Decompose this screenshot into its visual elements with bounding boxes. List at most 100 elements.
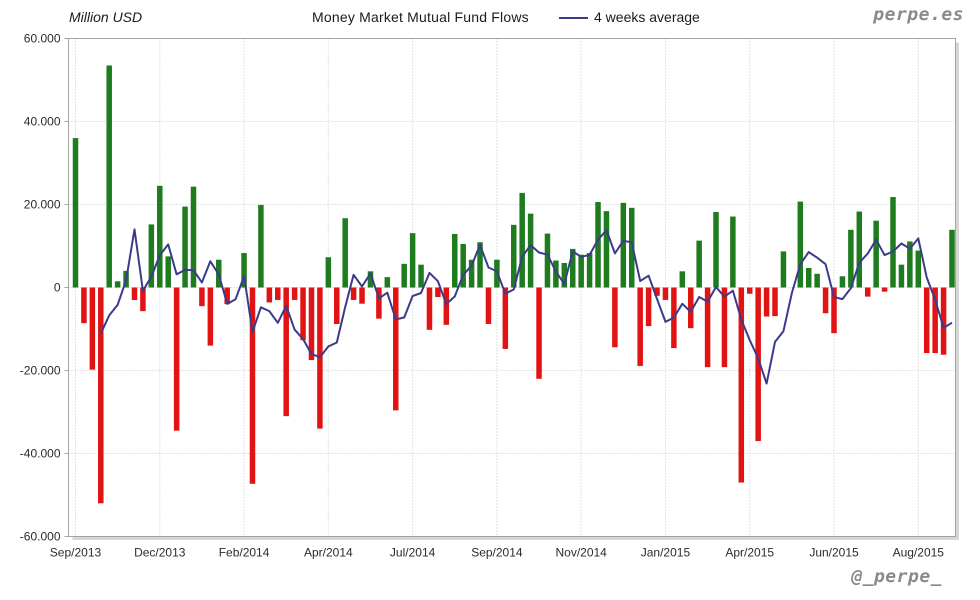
flow-bar: [468, 259, 475, 288]
flow-bar: [856, 211, 863, 288]
flow-bar: [586, 253, 593, 288]
flow-bar: [140, 287, 146, 312]
flow-bar: [780, 251, 787, 288]
chart-title: Money Market Mutual Fund Flows: [312, 9, 529, 25]
flow-bar: [157, 185, 163, 288]
x-tick-label: Jun/2015: [809, 546, 859, 560]
average-line: [99, 228, 953, 385]
y-tick-label: -40.000: [20, 447, 61, 461]
flow-bar: [814, 273, 820, 288]
y-tick-label: 0: [54, 281, 61, 295]
flow-bar: [831, 287, 837, 334]
flow-bar: [763, 287, 770, 317]
flow-bar: [165, 256, 171, 288]
flow-bar: [873, 220, 879, 288]
flow-bar: [553, 260, 559, 288]
flow-bar: [687, 287, 694, 329]
flow-bar: [578, 254, 584, 288]
flow-bar: [746, 287, 753, 294]
flow-bar: [772, 287, 778, 317]
flow-bar: [148, 224, 155, 288]
flow-bar: [898, 264, 905, 288]
flow-bar: [409, 233, 416, 288]
x-tick-label: Apr/2015: [725, 546, 774, 560]
flow-bar: [561, 263, 568, 288]
site-logo: perpe.es: [873, 4, 964, 25]
legend: 4 weeks average: [559, 9, 700, 25]
flow-bar: [654, 287, 660, 296]
flow-bar: [266, 287, 273, 303]
y-tick-label: -60.000: [20, 530, 61, 544]
average-line-swatch: [559, 16, 588, 19]
x-tick-label: Dec/2013: [134, 546, 186, 560]
x-tick-label: Sep/2014: [471, 546, 523, 560]
flow-bar: [527, 213, 534, 288]
x-tick-label: Aug/2015: [893, 546, 945, 560]
flow-bar: [797, 201, 804, 288]
flow-bar: [822, 287, 829, 314]
flow-bar: [249, 287, 256, 484]
x-tick-label: Nov/2014: [555, 546, 607, 560]
flow-bar: [460, 243, 466, 288]
flow-bar: [932, 287, 938, 354]
flow-bar: [98, 287, 104, 504]
flow-bar: [923, 287, 930, 354]
flow-bar: [890, 197, 896, 288]
x-tick-label: Sep/2013: [50, 546, 102, 560]
flow-bar: [275, 287, 281, 300]
flow-bar: [881, 287, 888, 292]
flow-bar: [519, 192, 525, 288]
flow-bar: [241, 253, 247, 288]
flow-bar: [679, 271, 686, 288]
flow-bar: [544, 233, 551, 288]
flow-bar: [704, 287, 711, 368]
flow-bar: [350, 287, 357, 300]
flow-bar: [418, 264, 424, 288]
flow-bar: [342, 218, 348, 288]
flow-bar: [367, 271, 374, 288]
flow-bar: [949, 229, 955, 288]
y-tick-label: 60.000: [24, 32, 61, 46]
flow-bar: [511, 224, 517, 288]
flow-bar: [848, 229, 854, 288]
x-tick-label: Apr/2014: [304, 546, 353, 560]
flow-bar: [106, 65, 112, 288]
flow-bar: [190, 186, 197, 288]
flow-bar: [359, 287, 365, 304]
flow-bar: [426, 287, 433, 330]
x-tick-label: Feb/2014: [219, 546, 270, 560]
flow-bar: [603, 211, 610, 288]
flow-bar: [805, 267, 812, 288]
flow-bar: [730, 216, 736, 288]
flow-bar: [300, 287, 306, 341]
flow-bar: [173, 287, 180, 431]
flow-bar: [334, 287, 340, 325]
y-tick-label: 20.000: [24, 198, 61, 212]
flow-bar: [940, 287, 947, 355]
flow-bar: [258, 204, 264, 288]
flow-bar: [721, 287, 728, 368]
y-tick-label: -20.000: [20, 364, 61, 378]
flow-bar: [89, 287, 96, 370]
flow-bar: [477, 242, 483, 288]
flow-bar: [325, 257, 332, 288]
flow-bar: [224, 287, 230, 305]
flow-bar: [595, 202, 601, 288]
flow-bar: [915, 250, 922, 288]
flow-bar: [401, 263, 407, 288]
flow-bar: [81, 287, 87, 324]
y-axis-units-label: Million USD: [69, 9, 143, 25]
flow-bar: [569, 248, 576, 288]
flow-bar: [283, 287, 289, 417]
flow-bar: [308, 287, 315, 361]
y-tick-label: 40.000: [24, 115, 61, 129]
flow-bar: [620, 202, 627, 288]
flow-bar: [393, 287, 399, 411]
flow-bar: [612, 287, 618, 348]
flow-bar: [628, 207, 635, 288]
x-tick-label: Jul/2014: [390, 546, 436, 560]
flow-bar: [435, 287, 441, 298]
flow-bar: [662, 287, 669, 300]
